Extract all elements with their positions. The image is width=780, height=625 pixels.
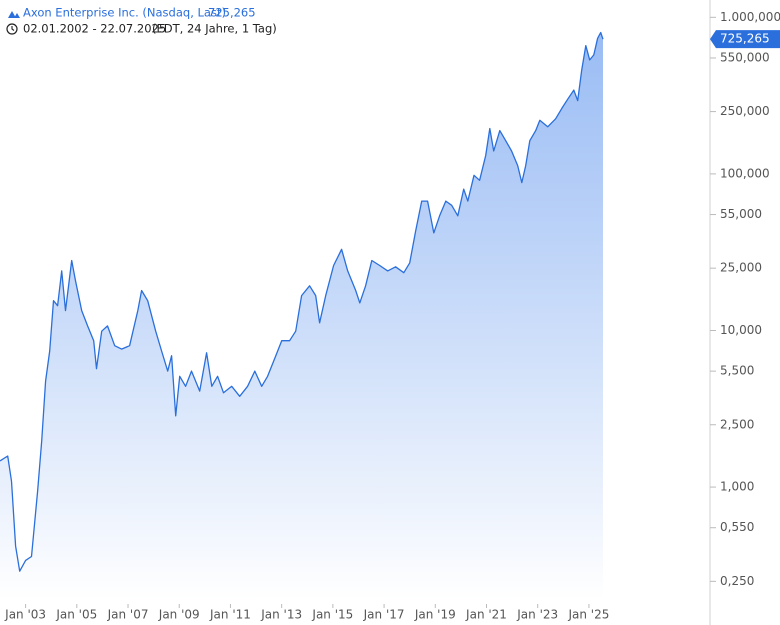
last-price-tag (710, 30, 780, 49)
y-tick-label: 550,000 (720, 50, 770, 64)
y-tick-label: 1.000,000 (720, 10, 780, 24)
y-tick-label: 100,000 (720, 166, 770, 180)
x-tick-label: Jan '23 (516, 608, 558, 622)
x-tick-label: Jan '13 (260, 608, 302, 622)
y-tick-label: 2,500 (720, 417, 754, 431)
y-tick-label: 10,000 (720, 323, 762, 337)
last-price-label: 725,265 (720, 32, 770, 46)
range-note: (EDT, 24 Jahre, 1 Tag) (152, 22, 277, 36)
x-tick-label: Jan '05 (55, 608, 97, 622)
x-tick-label: Jan '09 (158, 608, 200, 622)
y-tick-label: 250,000 (720, 104, 770, 118)
plot (0, 31, 604, 600)
price-line (0, 31, 604, 572)
last-price-header: 725,265 (208, 6, 256, 20)
y-tick-label: 55,000 (720, 207, 762, 221)
x-tick-label: Jan '19 (414, 608, 456, 622)
y-tick-label: 5,500 (720, 364, 754, 378)
x-tick-label: Jan '25 (567, 608, 609, 622)
x-tick-label: Jan '17 (363, 608, 405, 622)
chart-title: Axon Enterprise Inc. (Nasdaq, Last) (23, 6, 226, 20)
y-tick-label: 0,250 (720, 574, 754, 588)
chart-icon (8, 11, 20, 18)
clock-icon (6, 23, 18, 35)
y-tick-label: 25,000 (720, 261, 762, 275)
y-tick-label: 0,550 (720, 520, 754, 534)
x-tick-label: Jan '15 (311, 608, 353, 622)
clock-hand (11, 26, 15, 31)
x-tick-label: Jan '11 (209, 608, 251, 622)
area (0, 32, 603, 600)
x-tick-label: Jan '07 (107, 608, 149, 622)
y-tick-label: 1,000 (720, 480, 754, 494)
date-range: 02.01.2002 - 22.07.2025 (23, 22, 166, 36)
x-tick-label: Jan '21 (465, 608, 507, 622)
x-tick-label: Jan '03 (4, 608, 46, 622)
